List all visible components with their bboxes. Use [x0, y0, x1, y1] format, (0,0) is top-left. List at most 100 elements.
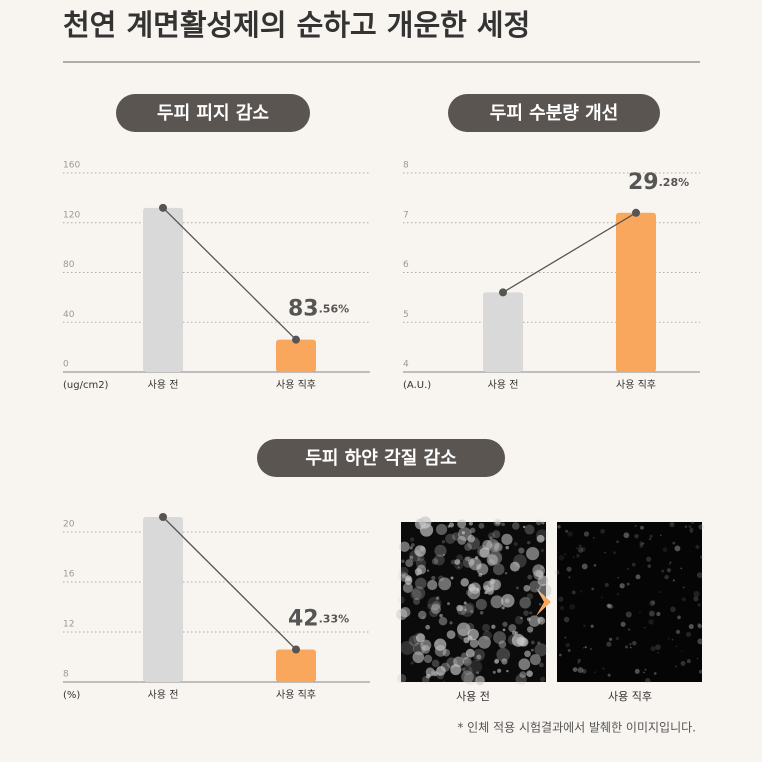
- flake: [593, 671, 596, 674]
- change-label: 83.56%: [288, 297, 349, 322]
- flake: [520, 616, 523, 620]
- flake: [410, 661, 414, 665]
- flake: [557, 525, 561, 529]
- flake: [448, 522, 455, 528]
- flake: [433, 554, 445, 566]
- flake: [511, 633, 525, 647]
- point: [159, 203, 167, 212]
- flake: [435, 641, 439, 645]
- flake: [619, 583, 625, 589]
- bar: [483, 292, 523, 372]
- flake: [684, 525, 688, 529]
- flake: [667, 637, 670, 640]
- y-tick-label: 4: [403, 360, 409, 370]
- flake: [488, 532, 495, 540]
- x-tick-label: 사용 직후: [276, 379, 316, 391]
- y-tick-label: 20: [63, 520, 75, 530]
- flake: [405, 575, 412, 582]
- flake: [529, 654, 541, 666]
- after-photo: [557, 522, 702, 682]
- flake: [509, 561, 520, 572]
- flake: [468, 583, 476, 592]
- flake: [470, 610, 474, 614]
- flake: [476, 671, 480, 675]
- change-decimal: .56%: [319, 303, 350, 316]
- flake: [526, 593, 534, 600]
- flake: [408, 635, 420, 647]
- flake: [583, 624, 586, 628]
- chart-title-pill: [448, 94, 660, 132]
- flake: [528, 615, 541, 627]
- flake: [442, 680, 445, 683]
- flake: [536, 534, 545, 543]
- flake: [454, 560, 464, 570]
- flake: [434, 638, 447, 651]
- flake: [577, 547, 584, 553]
- flake: [695, 544, 700, 550]
- connector-line: [162, 207, 297, 341]
- flake: [482, 630, 492, 640]
- flake: [668, 563, 671, 565]
- flake: [700, 555, 704, 559]
- flake: [412, 651, 425, 664]
- flake: [580, 546, 586, 552]
- flake: [686, 659, 691, 664]
- flake: [697, 638, 704, 645]
- flake: [501, 533, 513, 546]
- flake: [463, 672, 477, 686]
- flake: [591, 587, 595, 591]
- flake: [538, 583, 552, 598]
- y-tick-label: 6: [403, 260, 409, 270]
- flake: [524, 650, 531, 658]
- flake: [493, 518, 502, 527]
- flake: [589, 648, 592, 651]
- flake: [529, 611, 533, 615]
- flake: [397, 596, 405, 604]
- flake: [635, 574, 641, 580]
- flake: [620, 621, 626, 627]
- flake: [634, 524, 637, 527]
- flake: [576, 553, 580, 558]
- flake: [436, 596, 440, 600]
- flake: [563, 616, 570, 623]
- flake: [617, 576, 620, 579]
- flake: [526, 546, 540, 561]
- flake: [453, 656, 464, 668]
- flake: [607, 603, 613, 609]
- flake: [423, 654, 433, 664]
- y-unit: (A.U.): [403, 380, 431, 391]
- flake: [468, 659, 483, 674]
- flake: [644, 668, 647, 671]
- flake: [526, 617, 531, 622]
- flake: [434, 544, 447, 557]
- flake: [456, 604, 463, 612]
- flake: [469, 638, 479, 648]
- flake: [518, 658, 531, 671]
- flake: [431, 575, 436, 581]
- y-tick-label: 16: [63, 570, 75, 580]
- flake: [515, 586, 519, 590]
- change-label: 29.28%: [628, 170, 689, 195]
- flake: [660, 534, 662, 537]
- flake: [647, 564, 651, 568]
- flake: [600, 596, 604, 599]
- flake: [527, 626, 534, 633]
- flake: [698, 669, 703, 674]
- change-main: 42: [288, 607, 319, 632]
- flake: [697, 623, 701, 627]
- flake: [461, 670, 474, 684]
- flake: [409, 537, 415, 542]
- flake: [446, 630, 456, 639]
- flake: [540, 676, 546, 682]
- flake: [492, 670, 496, 674]
- flake: [565, 529, 569, 533]
- flake: [511, 522, 520, 530]
- flake: [427, 579, 438, 591]
- flake: [680, 650, 683, 652]
- flake: [495, 520, 501, 525]
- flake: [693, 590, 700, 598]
- flake: [410, 589, 422, 601]
- flake: [506, 669, 509, 673]
- flake: [456, 622, 471, 637]
- flake: [438, 577, 452, 591]
